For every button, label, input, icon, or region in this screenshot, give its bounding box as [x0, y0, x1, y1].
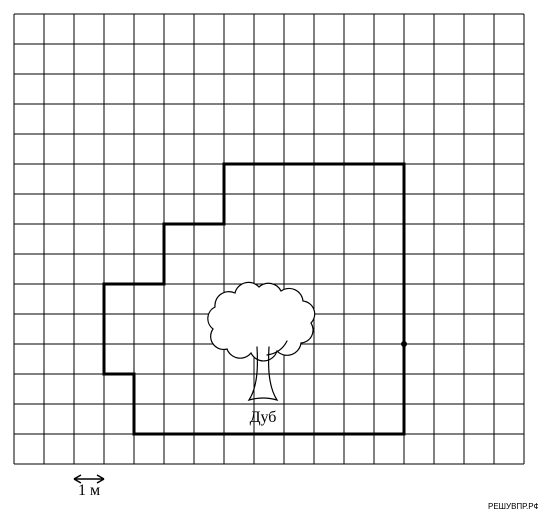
scale-indicator: 1 м — [74, 475, 104, 499]
grid — [14, 14, 524, 464]
diagram-canvas: Дуб 1 м — [0, 0, 538, 510]
tree-label: Дуб — [250, 409, 277, 426]
vertex-marker — [401, 341, 407, 347]
scale-label: 1 м — [78, 482, 100, 499]
